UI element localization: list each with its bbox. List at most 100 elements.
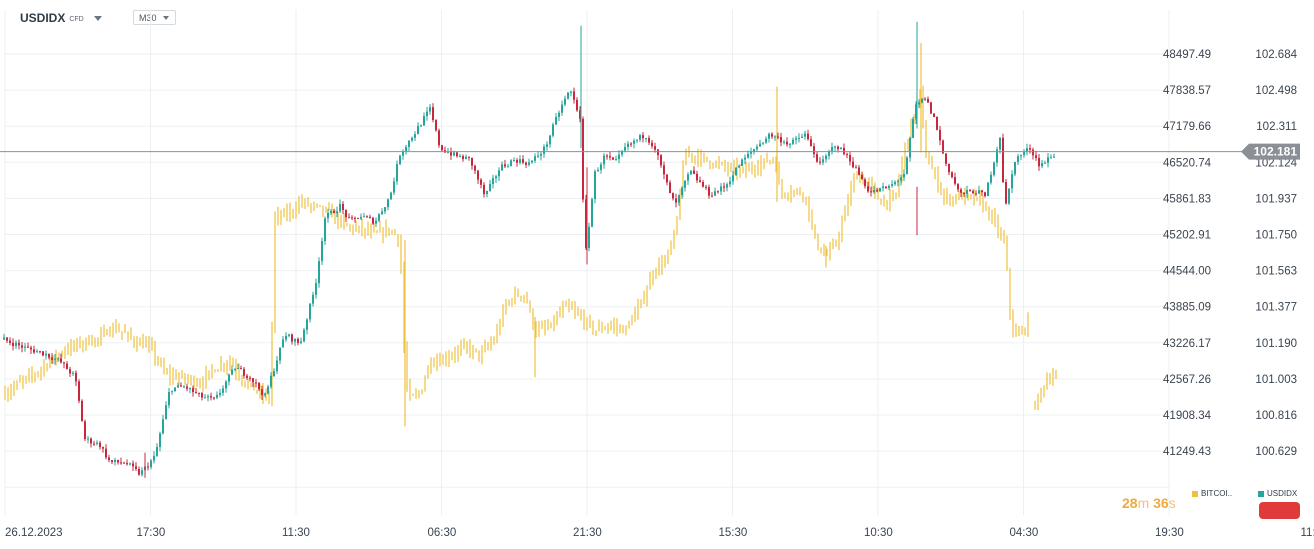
usdidx-candle-body — [903, 174, 905, 178]
usdidx-candle-body — [816, 154, 818, 162]
usdidx-candle-body — [459, 156, 461, 158]
usdidx-candle-body — [42, 351, 44, 356]
usdidx-candle-body — [597, 169, 599, 172]
usdidx-candle-body — [588, 226, 590, 248]
usdidx-candle-body — [369, 216, 371, 218]
usdidx-candle-body — [600, 164, 602, 170]
usdidx-candle-body — [114, 459, 116, 462]
x-tick-label: 04:30 — [1010, 527, 1039, 539]
usdidx-candle-body — [552, 124, 554, 136]
usdidx-candle-body — [732, 175, 734, 182]
usdidx-candle-body — [516, 159, 518, 163]
usdidx-candle-body — [828, 151, 830, 156]
x-tick-label: 06:30 — [428, 527, 457, 539]
usdidx-candle-body — [921, 98, 923, 103]
legend-swatch — [1192, 490, 1198, 497]
usdidx-candle-body — [231, 369, 233, 375]
usdidx-candle-body — [366, 216, 368, 218]
usdidx-candle-body — [687, 174, 689, 181]
y-tick-label-right: 100.629 — [1255, 446, 1297, 458]
usdidx-candle-body — [954, 177, 956, 184]
usdidx-candle-body — [486, 190, 488, 195]
usdidx-candle-body — [534, 156, 536, 161]
usdidx-candle-body — [213, 397, 215, 399]
usdidx-candle-body — [1014, 161, 1016, 175]
sell-button[interactable] — [1259, 502, 1300, 519]
usdidx-candle-body — [216, 394, 218, 398]
usdidx-candle-body — [570, 91, 572, 93]
usdidx-candle-body — [282, 339, 284, 348]
legend-item-usdidx[interactable]: USDIDX — [1258, 489, 1297, 498]
usdidx-candle-body — [969, 190, 971, 192]
usdidx-candle-body — [387, 199, 389, 208]
usdidx-candle-body — [324, 218, 326, 242]
usdidx-candle-body — [897, 180, 899, 182]
timeframe-select[interactable]: M30 — [133, 10, 176, 25]
usdidx-candle-body — [120, 462, 122, 464]
usdidx-candle-body — [36, 351, 38, 353]
usdidx-candle-body — [6, 337, 8, 341]
usdidx-candle-body — [456, 152, 458, 157]
price-tag — [1241, 143, 1300, 160]
usdidx-candle-body — [414, 134, 416, 138]
usdidx-candle-body — [462, 156, 464, 160]
usdidx-candle-body — [300, 341, 302, 343]
symbol-selector[interactable]: USDIDX CFD — [20, 9, 102, 27]
usdidx-candle-body — [363, 216, 365, 218]
usdidx-candle-body — [312, 294, 314, 304]
usdidx-candle-body — [489, 183, 491, 191]
usdidx-candle-body — [630, 143, 632, 145]
usdidx-candle-body — [537, 155, 539, 157]
usdidx-candle-body — [258, 383, 260, 390]
usdidx-candle-body — [243, 369, 245, 376]
usdidx-candle-body — [501, 164, 503, 171]
usdidx-candle-body — [441, 145, 443, 151]
usdidx-candle-body — [567, 92, 569, 99]
usdidx-candle-body — [294, 338, 296, 342]
y-tick-label-left: 47179.66 — [1163, 121, 1211, 133]
usdidx-candle-body — [33, 349, 35, 353]
usdidx-candle-body — [888, 185, 890, 189]
usdidx-candle-body — [918, 102, 920, 105]
usdidx-candle-body — [963, 192, 965, 194]
usdidx-candle-body — [777, 136, 779, 138]
usdidx-candle-body — [618, 154, 620, 160]
usdidx-candle-body — [126, 463, 128, 465]
usdidx-candle-body — [477, 170, 479, 180]
usdidx-candle-body — [78, 381, 80, 401]
usdidx-candle-body — [783, 141, 785, 143]
usdidx-candle-body — [771, 133, 773, 137]
usdidx-candle-body — [573, 91, 575, 100]
usdidx-candle-body — [249, 377, 251, 379]
usdidx-candle-body — [900, 177, 902, 181]
usdidx-candle-body — [471, 157, 473, 166]
usdidx-candle-body — [3, 337, 5, 340]
usdidx-candle-body — [153, 455, 155, 461]
usdidx-candle-body — [993, 162, 995, 175]
usdidx-candle-body — [336, 211, 338, 214]
usdidx-candle-body — [390, 192, 392, 200]
usdidx-candle-body — [468, 156, 470, 158]
usdidx-candle-body — [837, 146, 839, 150]
grid-lines — [4, 10, 1170, 515]
usdidx-candle-body — [372, 217, 374, 224]
usdidx-candle-body — [633, 140, 635, 144]
usdidx-candle-body — [834, 146, 836, 148]
usdidx-candle-body — [375, 220, 377, 224]
usdidx-candle-body — [603, 155, 605, 165]
legend-item-bitcoin[interactable]: BITCOI.. — [1192, 489, 1232, 498]
chevron-down-icon[interactable] — [93, 15, 102, 21]
usdidx-candle-body — [987, 182, 989, 197]
usdidx-candle-body — [1050, 157, 1052, 159]
usdidx-candle-body — [12, 342, 14, 347]
usdidx-candle-body — [108, 457, 110, 461]
price-tag-label: 102.181 — [1254, 145, 1298, 159]
usdidx-candle-body — [846, 154, 848, 156]
usdidx-candle-body — [804, 133, 806, 137]
usdidx-candle-body — [204, 397, 206, 399]
usdidx-candle-body — [774, 136, 776, 138]
usdidx-candle-body — [342, 204, 344, 210]
usdidx-candle-body — [738, 166, 740, 168]
usdidx-candle-body — [147, 466, 149, 468]
